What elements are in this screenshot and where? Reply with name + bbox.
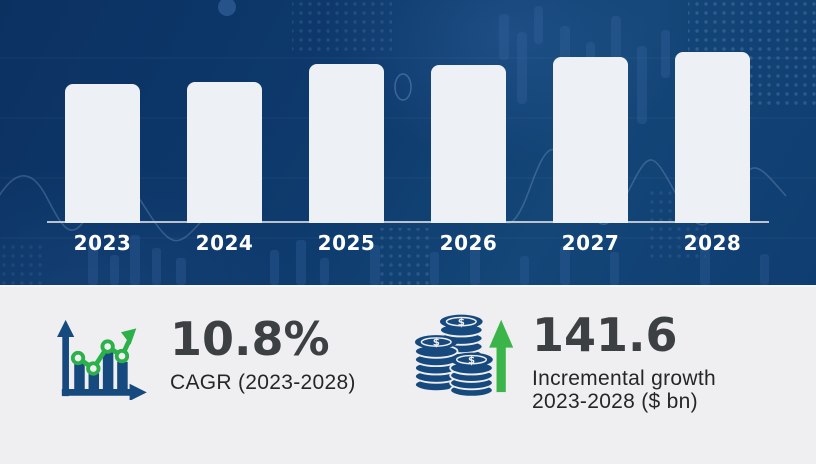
bar-label-2025: 2025 (317, 231, 376, 255)
cagr-stat: 10.8% CAGR (2023-2028) (52, 316, 356, 400)
bar-label-2023: 2023 (73, 231, 132, 255)
chart-bar-2028 (675, 52, 750, 223)
chart-bar-2025 (309, 64, 384, 223)
svg-text:$: $ (458, 317, 465, 328)
bar-label-2024: 2024 (195, 231, 254, 255)
svg-text:$: $ (468, 355, 475, 366)
growth-chart-icon (57, 319, 147, 400)
incremental-growth-stat: $ $ (414, 312, 716, 413)
chart-bar-2024 (187, 82, 262, 223)
chart-bar-2023 (65, 84, 140, 223)
incremental-growth-label: Incremental growth 2023-2028 ($ bn) (532, 367, 716, 413)
incremental-growth-label-line1: Incremental growth (532, 367, 716, 390)
incremental-growth-value: 141.6 (532, 308, 678, 362)
chart-bar-2027 (553, 57, 628, 223)
coin-stack-left: $ (414, 335, 459, 393)
bar-label-2026: 2026 (439, 231, 498, 255)
cagr-label: CAGR (2023-2028) (170, 371, 356, 394)
cagr-value: 10.8% (170, 312, 330, 366)
incremental-growth-label-line2: 2023-2028 ($ bn) (532, 390, 698, 413)
chart-bar-2026 (431, 65, 506, 223)
x-axis-line (47, 221, 769, 223)
coin-stack-front: $ (449, 352, 494, 398)
up-arrow-icon (489, 319, 514, 393)
market-bar-chart: 2023 2024 2025 2026 2027 2028 (47, 52, 769, 255)
bar-label-2027: 2027 (561, 231, 620, 255)
svg-text:$: $ (433, 338, 440, 349)
bar-label-2028: 2028 (683, 231, 742, 255)
hero-section: 2023 2024 2025 2026 2027 2028 (0, 0, 816, 285)
stats-section: 10.8% CAGR (2023-2028) $ (0, 285, 816, 464)
coins-up-arrow-icon: $ $ (414, 314, 514, 398)
